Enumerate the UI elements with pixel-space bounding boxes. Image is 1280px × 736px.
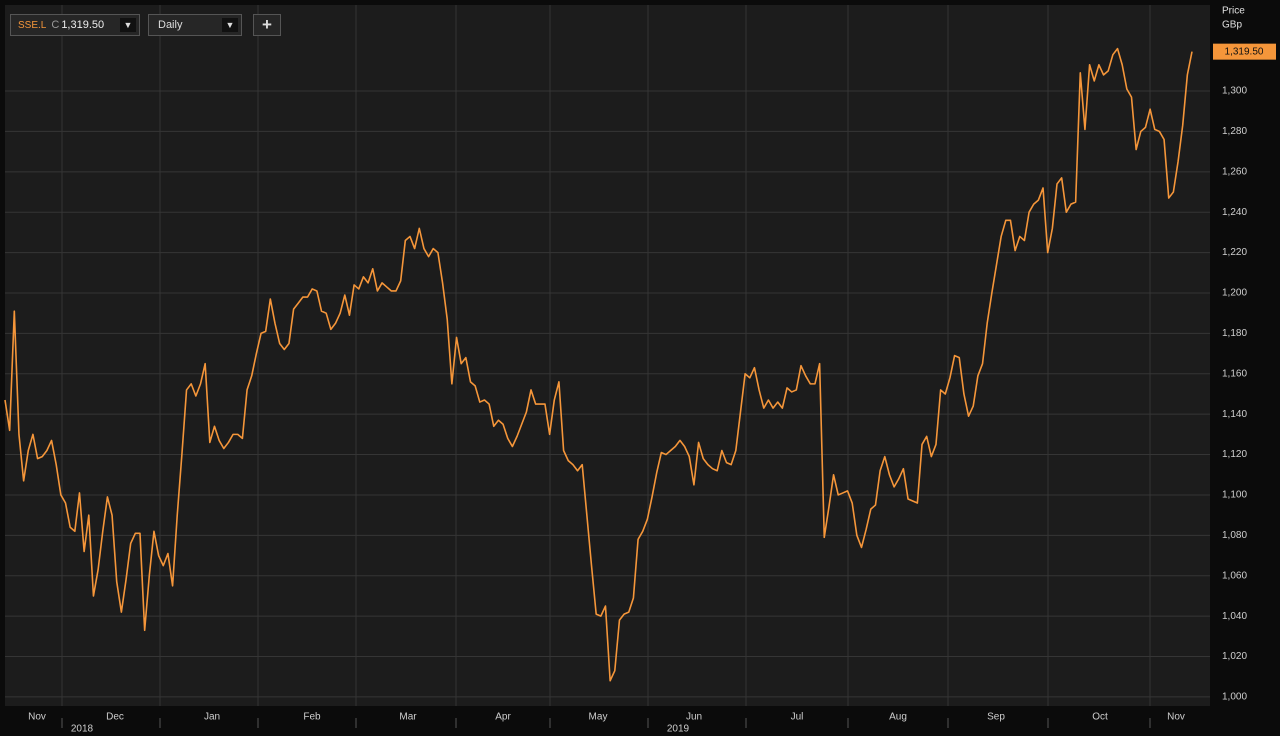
y-tick-label: 1,280 [1222,126,1247,137]
x-tick-label: Aug [889,712,907,723]
year-label: 2019 [667,724,690,735]
x-tick-label: Jan [204,712,220,723]
x-tick-label: Dec [106,712,124,723]
x-tick-label: May [589,712,608,723]
symbol-box[interactable]: SSE.L C 1,319.50 ▼ [10,14,140,36]
y-tick-label: 1,220 [1222,247,1247,258]
y-tick-label: 1,140 [1222,409,1247,420]
y-tick-label: 1,060 [1222,570,1247,581]
x-tick-label: Feb [303,712,321,723]
price-axis-area [1210,0,1280,736]
x-tick-label: Jun [686,712,702,723]
last-price-label: 1,319.50 [1225,46,1264,57]
y-tick-label: 1,100 [1222,490,1247,501]
x-tick-label: Nov [1167,712,1185,723]
y-tick-label: 1,240 [1222,207,1247,218]
y-tick-label: 1,000 [1222,692,1247,703]
x-tick-label: Nov [28,712,46,723]
y-tick-label: 1,080 [1222,530,1247,541]
axis-title: Price [1222,6,1245,17]
x-tick-label: Mar [399,712,417,723]
last-price-box [1213,43,1276,60]
add-icon: + [262,15,272,34]
y-tick-label: 1,260 [1222,166,1247,177]
price-line [4,47,1193,682]
close-price: 1,319.50 [61,19,105,31]
x-tick-label: Sep [987,712,1005,723]
x-tick-label: Jul [791,712,804,723]
y-tick-label: 1,180 [1222,328,1247,339]
year-label: 2018 [71,724,94,735]
y-tick-label: 1,120 [1222,449,1247,460]
interval: Daily [158,19,183,31]
y-tick-label: 1,020 [1222,651,1247,662]
x-tick-label: Oct [1092,712,1108,723]
y-tick-label: 1,160 [1222,368,1247,379]
dropdown-arrow[interactable]: ▼ [222,18,238,32]
add-button[interactable]: + [253,14,281,36]
plot-area [5,5,1210,706]
y-tick-label: 1,040 [1222,611,1247,622]
close-prefix: C [51,19,60,31]
x-tick-label: Apr [495,712,511,723]
axis-unit: GBp [1222,20,1242,31]
symbol: SSE.L [18,19,47,31]
y-tick-label: 1,300 [1222,86,1247,97]
dropdown-arrow[interactable]: ▼ [120,18,136,32]
y-tick-label: 1,200 [1222,288,1247,299]
interval-box[interactable]: Daily ▼ [148,14,242,36]
